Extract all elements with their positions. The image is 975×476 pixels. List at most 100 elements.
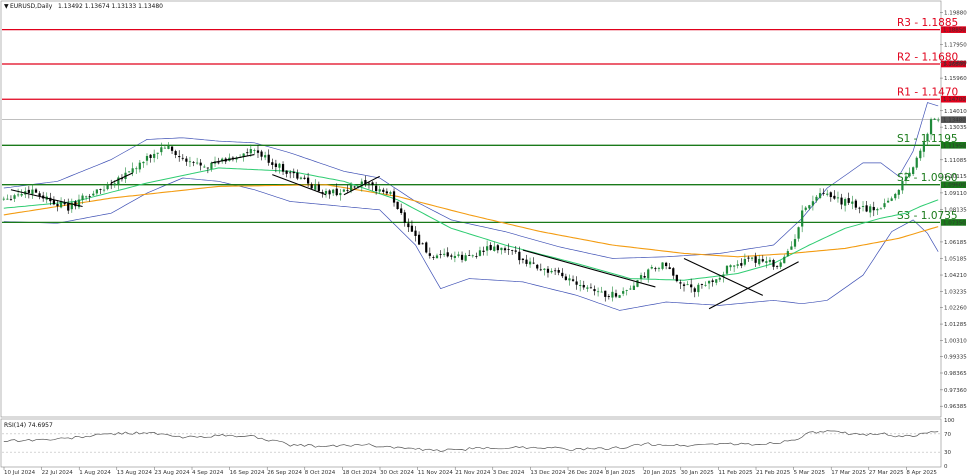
candle-body (758, 258, 761, 265)
candle (31, 184, 34, 199)
candle (854, 198, 857, 210)
candle (6, 194, 9, 200)
candle (596, 287, 600, 297)
candle (59, 197, 63, 209)
candle-body (95, 189, 98, 194)
candle-body (883, 203, 886, 208)
candle-body (163, 147, 167, 149)
candle-body (489, 244, 492, 250)
candle-body (328, 190, 331, 195)
candle-body (264, 155, 267, 158)
rsi-line (3, 430, 939, 452)
candle (468, 250, 471, 256)
y-tick-label: 1.16880 (944, 61, 967, 67)
candle-body (503, 248, 507, 251)
candle (883, 198, 886, 210)
candle-body (210, 162, 213, 169)
x-tick-label: 3 Dec 2024 (493, 470, 525, 476)
candle-body (550, 270, 553, 273)
candle-body (67, 203, 70, 211)
y-tick-label: 0.96385 (944, 404, 967, 410)
candle-body (571, 279, 575, 281)
candle-body (478, 250, 482, 256)
candle-body (432, 257, 435, 258)
candle-body (844, 199, 847, 206)
candle-body (536, 264, 539, 269)
candle (833, 190, 836, 200)
candle (289, 170, 292, 179)
candle-body (425, 242, 428, 253)
x-tick-label: 5 Mar 2025 (794, 470, 826, 476)
candle-body (833, 195, 836, 199)
trendline (272, 174, 327, 196)
candle-body (937, 119, 940, 121)
candle (274, 159, 277, 173)
candle-body (99, 189, 102, 190)
candle (392, 188, 396, 207)
candle-body (775, 266, 779, 267)
candle (725, 265, 729, 276)
candle (482, 246, 485, 256)
candle-body (564, 276, 567, 280)
candle (110, 179, 113, 190)
candle (235, 156, 238, 163)
candle-body (643, 276, 646, 278)
candle (149, 153, 152, 163)
candle-body (185, 158, 188, 162)
candle (711, 278, 714, 287)
x-tick-label: 20 Jan 2025 (643, 470, 676, 476)
candle-body (203, 166, 206, 168)
candle (403, 209, 406, 227)
candle (271, 158, 274, 170)
candle (142, 161, 145, 168)
candle-body (421, 243, 424, 245)
y-tick-label: 1.05185 (944, 257, 967, 263)
candle (765, 256, 768, 269)
candle-body (199, 162, 202, 166)
candle-body (586, 287, 589, 289)
candle-body (31, 189, 34, 195)
candle (783, 254, 786, 264)
candle (593, 285, 596, 296)
candle (306, 172, 310, 187)
candle-body (622, 291, 625, 294)
candle (697, 282, 700, 297)
candle (811, 195, 815, 211)
candle (733, 265, 736, 273)
candle-body (292, 171, 295, 174)
candle (457, 251, 460, 258)
candle (299, 176, 303, 180)
candle (518, 246, 521, 265)
bollinger-lower (3, 177, 939, 311)
candle (185, 156, 188, 166)
candle-body (428, 253, 431, 256)
candle-body (77, 199, 81, 208)
candle-body (131, 168, 134, 173)
candle (625, 289, 628, 296)
candle-body (543, 268, 546, 270)
x-tick-label: 16 Sep 2024 (230, 470, 265, 476)
candle (253, 148, 256, 155)
candle-body (196, 162, 199, 164)
candle-body (801, 210, 804, 227)
candle-body (922, 142, 925, 152)
moving-average-long (3, 184, 939, 258)
candle (38, 191, 41, 200)
rsi-plot-frame (0, 418, 942, 468)
moving-average-mid (3, 167, 939, 281)
candle (414, 226, 417, 242)
level-badge-r1 (941, 95, 966, 103)
candle-body (793, 239, 797, 247)
candle-body (335, 188, 338, 196)
candle (453, 251, 456, 263)
candle-body (625, 290, 628, 291)
candle (174, 149, 177, 159)
candle (901, 178, 904, 194)
level-badge-text-r2: 1.16800 (943, 62, 966, 68)
candle (496, 244, 499, 254)
candle (908, 167, 911, 178)
candle-body (729, 265, 732, 268)
candle (421, 242, 424, 245)
candle (808, 204, 811, 211)
candle (775, 265, 779, 270)
